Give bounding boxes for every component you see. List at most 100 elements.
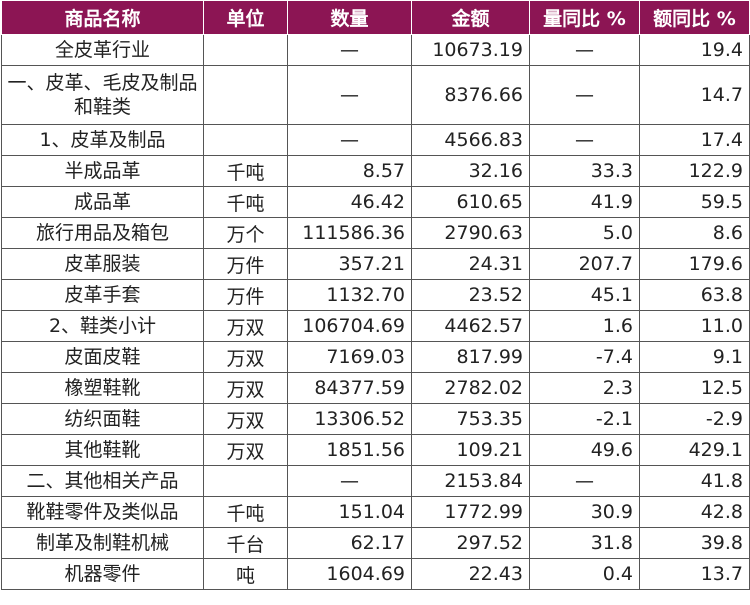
cell-quantity-yoy: — (529, 34, 640, 66)
cell-product-name: 皮革服装 (1, 248, 204, 280)
cell-quantity: 7169.03 (287, 341, 412, 373)
cell-amount-yoy: 14.7 (639, 65, 750, 125)
cell-amount: 1772.99 (411, 496, 530, 528)
cell-quantity-yoy: -7.4 (529, 341, 640, 373)
cell-unit: 千吨 (203, 496, 288, 528)
cell-amount-yoy: 39.8 (639, 527, 750, 559)
cell-amount-yoy: -2.9 (639, 403, 750, 435)
cell-amount-yoy: 179.6 (639, 248, 750, 280)
cell-amount-yoy: 13.7 (639, 558, 750, 590)
cell-quantity: — (287, 465, 412, 497)
cell-quantity-yoy: 207.7 (529, 248, 640, 280)
cell-amount-yoy: 59.5 (639, 186, 750, 218)
header-amount-yoy: 额同比 % (639, 0, 750, 35)
cell-amount: 753.35 (411, 403, 530, 435)
cell-product-name: 一、皮革、毛皮及制品和鞋类 (1, 65, 204, 125)
cell-product-name: 旅行用品及箱包 (1, 217, 204, 249)
cell-product-name: 靴鞋零件及类似品 (1, 496, 204, 528)
cell-unit: 吨 (203, 558, 288, 590)
cell-unit (203, 465, 288, 497)
table-row: 成品革 千吨 46.42 610.65 41.9 59.5 (1, 186, 750, 218)
cell-amount-yoy: 122.9 (639, 155, 750, 187)
cell-quantity-yoy: 0.4 (529, 558, 640, 590)
table-row: 橡塑鞋靴 万双 84377.59 2782.02 2.3 12.5 (1, 372, 750, 404)
cell-amount: 23.52 (411, 279, 530, 311)
cell-quantity: — (287, 124, 412, 156)
cell-unit: 千吨 (203, 186, 288, 218)
cell-unit (203, 65, 288, 125)
cell-amount: 24.31 (411, 248, 530, 280)
cell-amount: 610.65 (411, 186, 530, 218)
cell-product-name: 皮革手套 (1, 279, 204, 311)
cell-quantity-yoy: 33.3 (529, 155, 640, 187)
cell-product-name: 机器零件 (1, 558, 204, 590)
cell-amount-yoy: 9.1 (639, 341, 750, 373)
cell-amount: 109.21 (411, 434, 530, 466)
cell-quantity-yoy: 30.9 (529, 496, 640, 528)
cell-amount: 4566.83 (411, 124, 530, 156)
cell-product-name: 成品革 (1, 186, 204, 218)
cell-quantity-yoy: 49.6 (529, 434, 640, 466)
cell-quantity-yoy: 5.0 (529, 217, 640, 249)
cell-product-name: 二、其他相关产品 (1, 465, 204, 497)
header-product-name: 商品名称 (1, 0, 204, 35)
cell-product-name: 1、皮革及制品 (1, 124, 204, 156)
header-unit: 单位 (203, 0, 288, 35)
cell-unit (203, 34, 288, 66)
cell-unit: 万件 (203, 248, 288, 280)
cell-amount: 817.99 (411, 341, 530, 373)
header-quantity: 数量 (287, 0, 412, 35)
cell-amount-yoy: 19.4 (639, 34, 750, 66)
cell-unit: 千台 (203, 527, 288, 559)
cell-quantity-yoy: — (529, 65, 640, 125)
cell-amount: 8376.66 (411, 65, 530, 125)
cell-product-name: 其他鞋靴 (1, 434, 204, 466)
table-row: 机器零件吨 1604.69 22.43 0.4 13.7 (1, 558, 750, 590)
cell-quantity: — (287, 34, 412, 66)
cell-amount-yoy: 12.5 (639, 372, 750, 404)
cell-amount-yoy: 17.4 (639, 124, 750, 156)
cell-unit: 万件 (203, 279, 288, 311)
cell-amount-yoy: 63.8 (639, 279, 750, 311)
table-row: 二、其他相关产品 —2153.84—41.8 (1, 465, 750, 497)
cell-amount: 4462.57 (411, 310, 530, 342)
cell-quantity-yoy: — (529, 124, 640, 156)
cell-amount: 2790.63 (411, 217, 530, 249)
cell-product-name: 制革及制鞋机械 (1, 527, 204, 559)
cell-product-name: 橡塑鞋靴 (1, 372, 204, 404)
table-row: 靴鞋零件及类似品 千吨 151.04 1772.99 30.9 42.8 (1, 496, 750, 528)
table-row: 旅行用品及箱包 万个 111586.36 2790.63 5.0 8.6 (1, 217, 750, 249)
cell-unit (203, 124, 288, 156)
cell-product-name: 全皮革行业 (1, 34, 204, 66)
table-row: 皮革手套 万件 1132.70 23.52 45.1 63.8 (1, 279, 750, 311)
cell-product-name: 皮面皮鞋 (1, 341, 204, 373)
cell-unit: 万双 (203, 434, 288, 466)
cell-unit: 万双 (203, 341, 288, 373)
cell-product-name: 2、鞋类小计 (1, 310, 204, 342)
cell-quantity: 8.57 (287, 155, 412, 187)
cell-unit: 千吨 (203, 155, 288, 187)
cell-amount: 2782.02 (411, 372, 530, 404)
table-row: 制革及制鞋机械 千台 62.17 297.52 31.8 39.8 (1, 527, 750, 559)
cell-quantity: 106704.69 (287, 310, 412, 342)
cell-quantity-yoy: 41.9 (529, 186, 640, 218)
cell-amount: 32.16 (411, 155, 530, 187)
table-row: 皮革服装 万件 357.21 24.31 207.7 179.6 (1, 248, 750, 280)
table-row: 其他鞋靴 万双 1851.56 109.21 49.6 429.1 (1, 434, 750, 466)
table-row: 一、皮革、毛皮及制品和鞋类 —8376.66—14.7 (1, 65, 750, 125)
table-row: 半成品革 千吨 8.57 32.16 33.3 122.9 (1, 155, 750, 187)
leather-stats-table: 商品名称 单位 数量 金额 量同比 % 额同比 % 全皮革行业 —10673.19… (1, 0, 750, 590)
cell-quantity: 151.04 (287, 496, 412, 528)
cell-quantity-yoy: 1.6 (529, 310, 640, 342)
cell-unit: 万双 (203, 372, 288, 404)
cell-quantity-yoy: -2.1 (529, 403, 640, 435)
cell-quantity: 1132.70 (287, 279, 412, 311)
table-row: 纺织面鞋 万双 13306.52 753.35 -2.1 -2.9 (1, 403, 750, 435)
cell-amount-yoy: 429.1 (639, 434, 750, 466)
table-row: 1、皮革及制品 —4566.83—17.4 (1, 124, 750, 156)
cell-amount: 2153.84 (411, 465, 530, 497)
cell-amount-yoy: 11.0 (639, 310, 750, 342)
header-quantity-yoy: 量同比 % (529, 0, 640, 35)
cell-quantity: — (287, 65, 412, 125)
cell-quantity-yoy: 2.3 (529, 372, 640, 404)
